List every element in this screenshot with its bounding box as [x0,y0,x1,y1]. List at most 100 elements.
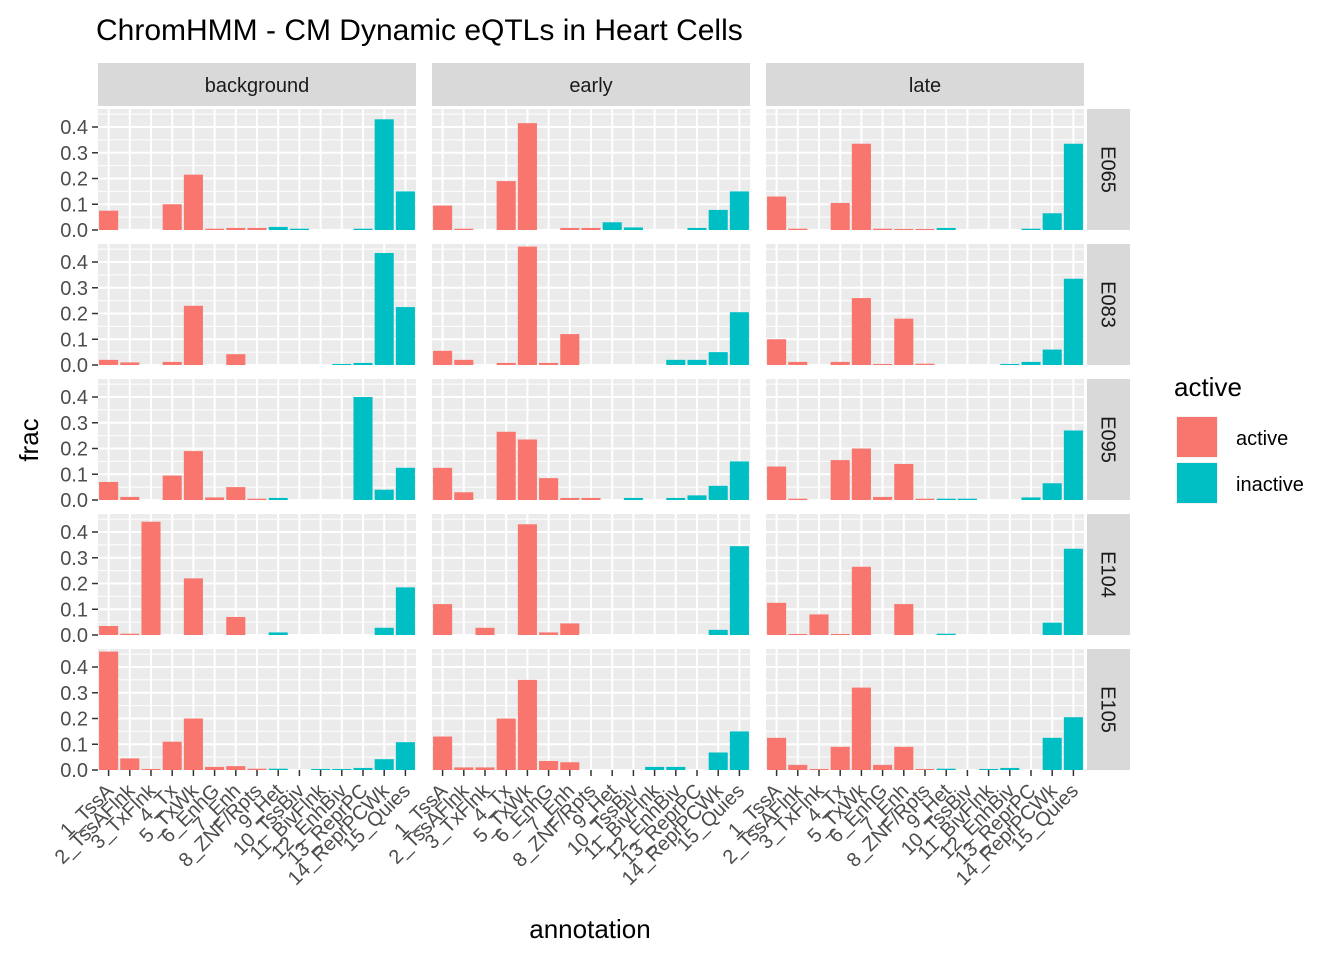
strip-label-E104: E104 [1097,551,1119,598]
bar-E065-early-1_TssA [433,205,453,230]
bar-E083-background-7_Enh [226,354,246,365]
bar-E105-early-7_Enh [560,762,580,770]
y-tick-label: 0.2 [60,169,88,191]
bar-E095-late-4_Tx [830,460,850,500]
panel-E083-early [432,244,750,366]
bar-E083-late-14_ReprPCWk [1042,349,1062,365]
bar-E083-late-4_Tx [830,361,850,365]
panel-E105-early [432,649,750,771]
bar-E083-background-4_Tx [162,361,182,365]
bar-E105-late-2_TssAFlnk [788,764,808,770]
bar-E095-late-15_Quies [1063,430,1083,500]
y-tick-label: 0.2 [60,304,88,326]
legend-label-inactive: inactive [1236,474,1304,496]
bar-E095-background-15_Quies [395,467,415,500]
bar-E105-early-12_EnhBiv [666,766,686,770]
bar-E065-early-13_ReprPC [687,227,707,230]
bar-E095-background-8_ZNF/Rpts [247,498,267,500]
bar-E104-late-2_TssAFlnk [788,633,808,635]
panel-E083-late [766,244,1084,366]
bar-E095-early-14_ReprPCWk [708,485,728,500]
bar-E083-background-5_TxWk [183,305,203,365]
bar-E065-background-15_Quies [395,191,415,230]
bar-E065-late-2_TssAFlnk [788,228,808,230]
bar-E065-background-5_TxWk [183,174,203,230]
bar-E105-background-14_ReprPCWk [374,759,394,770]
y-tick-label: 0.4 [60,657,88,679]
panel-E065-background [98,109,416,231]
bar-E105-background-3_TxFlnk [141,768,161,770]
bar-E065-early-2_TssAFlnk [454,228,474,230]
strip-label-late: late [909,75,941,97]
bar-E095-late-8_ZNF/Rpts [915,498,935,500]
bar-E065-late-4_Tx [830,202,850,230]
bar-E105-late-14_ReprPCWk [1042,737,1062,770]
strip-label-background: background [205,75,310,97]
bar-E104-early-15_Quies [729,546,749,635]
bar-E105-background-5_TxWk [183,718,203,770]
bar-E104-background-7_Enh [226,616,246,635]
bar-E083-late-2_TssAFlnk [788,361,808,365]
legend-swatch-inactive [1177,463,1217,503]
y-tick-label: 0.3 [60,143,88,165]
bar-E065-late-14_ReprPCWk [1042,213,1062,230]
bar-E065-background-10_TssBiv [289,228,309,230]
bar-E065-early-8_ZNF/Rpts [581,227,601,230]
bar-E083-early-5_TxWk [517,246,537,365]
bar-E095-late-9_Het [936,498,956,500]
bar-E095-late-14_ReprPCWk [1042,483,1062,500]
bar-E095-background-6_EnhG [205,497,225,500]
bar-E095-early-4_Tx [496,431,516,500]
bar-E065-late-15_Quies [1063,143,1083,230]
bar-E095-late-2_TssAFlnk [788,498,808,500]
y-tick-label: 0.1 [60,464,88,486]
y-tick-label: 0.4 [60,252,88,274]
bar-E104-early-1_TssA [433,604,453,635]
bar-E065-background-4_Tx [162,204,182,230]
y-tick-label: 0.2 [60,709,88,731]
bar-E095-background-2_TssAFlnk [120,496,140,500]
bar-E105-late-4_Tx [830,746,850,770]
bar-E095-late-10_TssBiv [957,498,977,500]
bar-E065-late-7_Enh [894,228,914,230]
bar-E083-background-12_EnhBiv [332,363,352,365]
chart-title: ChromHMM - CM Dynamic eQTLs in Heart Cel… [96,14,743,47]
bar-E083-background-14_ReprPCWk [374,253,394,365]
bar-E104-background-15_Quies [395,587,415,635]
strip-E104 [1087,514,1130,635]
strip-late [766,63,1084,106]
legend-entries: active inactive [1176,416,1304,504]
strip-E065 [1087,109,1130,230]
bar-E065-late-1_TssA [767,196,787,230]
bar-E065-background-7_Enh [226,227,246,230]
bar-E105-early-11_BivFlnk [645,766,665,770]
bar-E105-late-7_Enh [894,746,914,770]
panel-E065-late [766,109,1084,231]
bar-E104-background-3_TxFlnk [141,521,161,635]
bar-E105-early-14_ReprPCWk [708,752,728,770]
bar-E095-early-2_TssAFlnk [454,492,474,500]
bar-E083-background-13_ReprPC [353,362,373,365]
bar-E105-late-5_TxWk [851,687,871,770]
y-tick-label: 0.0 [60,625,88,647]
y-tick-label: 0.0 [60,490,88,512]
panel-E104-late [766,514,1084,636]
bar-E083-early-14_ReprPCWk [708,352,728,365]
bar-E095-background-1_TssA [99,481,119,500]
bar-E083-late-15_Quies [1063,278,1083,365]
bar-E083-late-7_Enh [894,318,914,365]
bar-E083-late-12_EnhBiv [1000,363,1020,365]
panel-E105-late [766,649,1084,771]
bar-E105-early-3_TxFlnk [475,767,495,770]
bar-E065-background-6_EnhG [205,228,225,230]
legend-title: active [1174,372,1242,402]
bar-E095-late-6_EnhG [873,496,893,500]
bar-E095-late-13_ReprPC [1021,497,1041,500]
bar-E083-early-7_Enh [560,334,580,365]
bar-E083-early-13_ReprPC [687,359,707,365]
bar-E095-background-5_TxWk [183,451,203,500]
bar-E065-late-13_ReprPC [1021,228,1041,230]
bar-E083-late-6_EnhG [873,363,893,365]
bar-E065-late-9_Het [936,227,956,230]
bar-E095-late-7_Enh [894,463,914,500]
